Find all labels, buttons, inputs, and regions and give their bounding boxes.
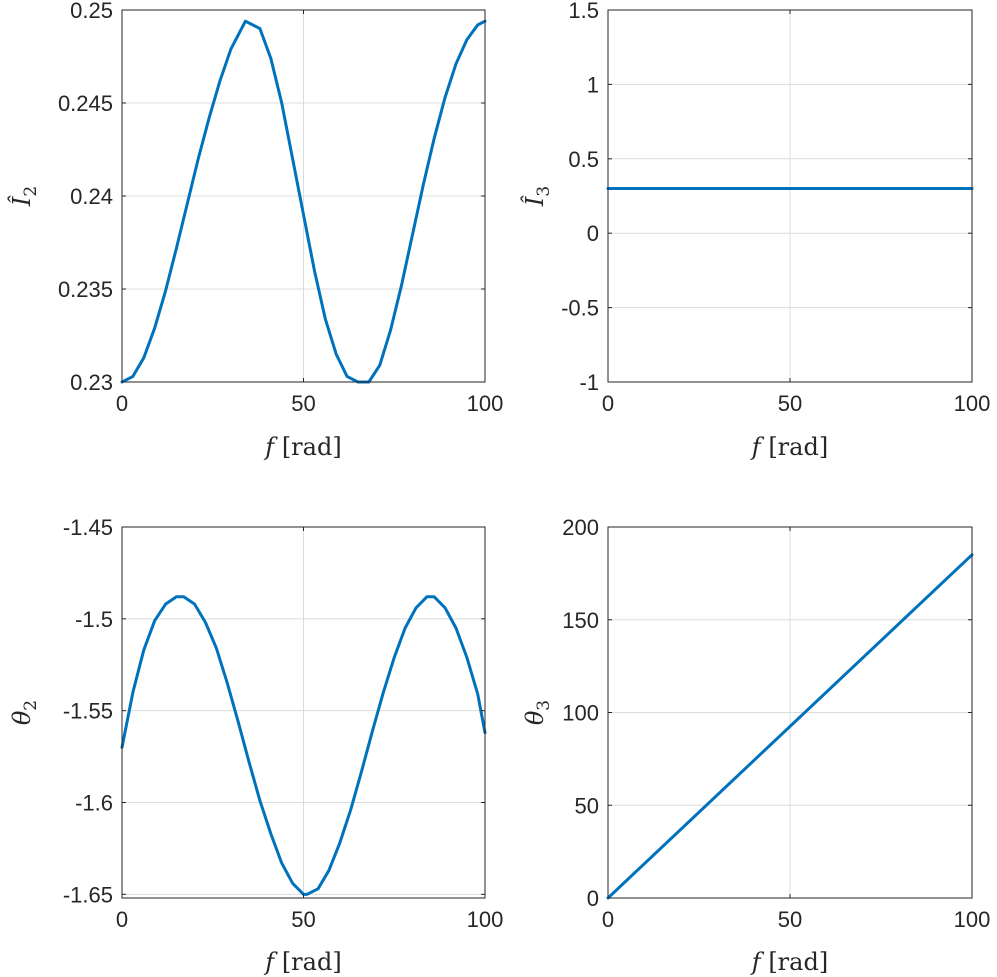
y-tick-label: 0.5 <box>568 147 599 172</box>
x-axis-label: f [rad] <box>263 433 341 461</box>
x-tick-label: 0 <box>116 391 128 416</box>
x-tick-label: 100 <box>467 907 504 932</box>
y-axis-label: Î3 <box>520 186 554 207</box>
x-axis-label: f [rad] <box>750 948 828 976</box>
plot-theta3: 0 50 100 0 50 100 150 200 f [rad] θ3 <box>521 515 990 976</box>
series-line-theta2 <box>120 595 487 896</box>
y-tick-label: -1.55 <box>63 699 113 724</box>
x-tick-label: 50 <box>291 391 315 416</box>
y-tick-label: 150 <box>562 608 599 633</box>
x-tick-label: 0 <box>602 907 614 932</box>
x-tick-label: 100 <box>954 391 991 416</box>
y-tick-label: -1 <box>579 370 599 395</box>
y-tick-label: 0.24 <box>70 184 113 209</box>
x-tick-label: 50 <box>778 907 802 932</box>
y-tick-label: 1 <box>587 72 599 97</box>
plot-i3: 0 50 100 -1 -0.5 0 0.5 1 1.5 f [rad] Î3 <box>520 0 990 461</box>
y-axis-label: Î2 <box>7 186 41 207</box>
plot-i2: 0 50 100 0.23 0.235 0.24 0.245 0.25 f [rad] Î2 <box>7 0 503 461</box>
y-tick-label: 50 <box>575 793 599 818</box>
x-tick-label: 0 <box>116 907 128 932</box>
series-line-i2 <box>120 19 487 384</box>
y-tick-label: -1.45 <box>63 515 113 540</box>
x-tick-label: 100 <box>954 907 991 932</box>
y-tick-label: 0 <box>587 886 599 911</box>
y-tick-label: 0.245 <box>58 91 113 116</box>
plot-theta2: 0 50 100 -1.65 -1.6 -1.55 -1.5 -1.45 f [rad] θ2 <box>8 515 503 976</box>
y-axis-label: θ2 <box>8 700 41 725</box>
x-tick-label: 50 <box>778 391 802 416</box>
x-tick-label: 50 <box>291 907 315 932</box>
x-axis-label: f [rad] <box>750 433 828 461</box>
x-tick-label: 0 <box>602 391 614 416</box>
y-tick-label: 0.235 <box>58 277 113 302</box>
series-line-theta3 <box>606 553 974 900</box>
y-tick-label: -1.6 <box>75 790 113 815</box>
y-axis-label: θ3 <box>521 700 554 725</box>
y-tick-label: -1.65 <box>63 882 113 907</box>
y-tick-label: 1.5 <box>568 0 599 23</box>
y-tick-label: 200 <box>562 515 599 540</box>
y-tick-label: -0.5 <box>561 296 599 321</box>
y-tick-label: 100 <box>562 701 599 726</box>
x-tick-label: 100 <box>467 391 504 416</box>
y-tick-label: 0.23 <box>70 370 113 395</box>
y-tick-label: 0.25 <box>70 0 113 23</box>
y-tick-label: 0 <box>587 221 599 246</box>
y-tick-label: -1.5 <box>75 607 113 632</box>
x-axis-label: f [rad] <box>263 948 341 976</box>
